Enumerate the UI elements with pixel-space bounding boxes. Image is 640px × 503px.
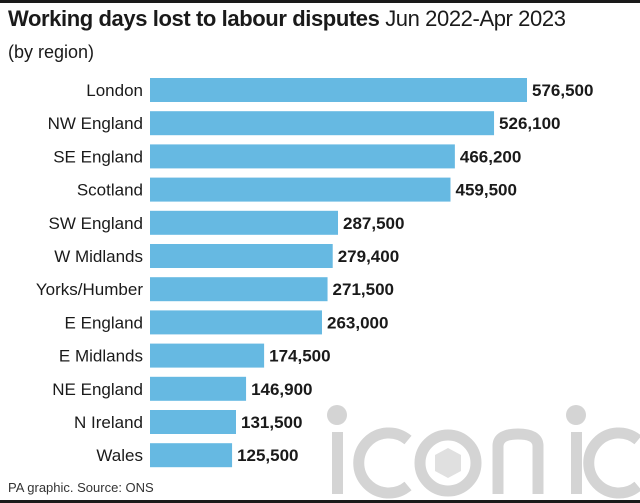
data-label: 526,100 [499,114,560,133]
category-label: London [86,81,143,100]
data-label: 174,500 [269,347,330,366]
data-label: 271,500 [333,280,394,299]
bar [150,78,527,102]
category-label: E Midlands [59,347,143,366]
category-label: Yorks/Humber [36,280,143,299]
bar [150,310,322,335]
watermark-logo-icon [327,405,640,499]
source-note: PA graphic. Source: ONS [8,480,154,495]
bar [150,277,328,302]
data-label: 279,400 [338,247,399,266]
bar [150,410,236,434]
category-label: SE England [53,147,143,166]
data-label: 466,200 [460,147,521,166]
category-label: W Midlands [54,247,143,266]
bar [150,210,339,235]
data-label: 576,500 [532,81,593,100]
bar [150,144,455,169]
chart-title: Working days lost to labour disputes Jun… [8,6,566,32]
data-label: 459,500 [455,181,516,200]
data-label: 263,000 [327,313,388,332]
bar [150,177,451,202]
top-rule [0,0,640,3]
iconic-watermark [327,405,640,499]
data-label: 131,500 [241,413,302,432]
category-label: SW England [49,214,144,233]
category-label: E England [65,313,143,332]
category-label: NW England [48,114,143,133]
bar [150,343,265,368]
data-label: 146,900 [251,380,312,399]
data-label: 125,500 [237,446,298,465]
bar [150,244,333,268]
chart-title-main: Working days lost to labour disputes [8,6,380,31]
category-label: NE England [52,380,143,399]
bar [150,443,233,468]
bar-chart: London 576,500 NW England 526,100 SE England… [36,78,593,468]
bar [150,376,247,401]
category-label: N Ireland [74,413,143,432]
chart-title-period: Jun 2022-Apr 2023 [385,6,566,31]
data-label: 287,500 [343,214,404,233]
bottom-rule [0,500,640,503]
chart-subtitle: (by region) [8,42,95,62]
bar [150,111,495,136]
category-label: Scotland [77,181,143,200]
category-label: Wales [96,446,143,465]
